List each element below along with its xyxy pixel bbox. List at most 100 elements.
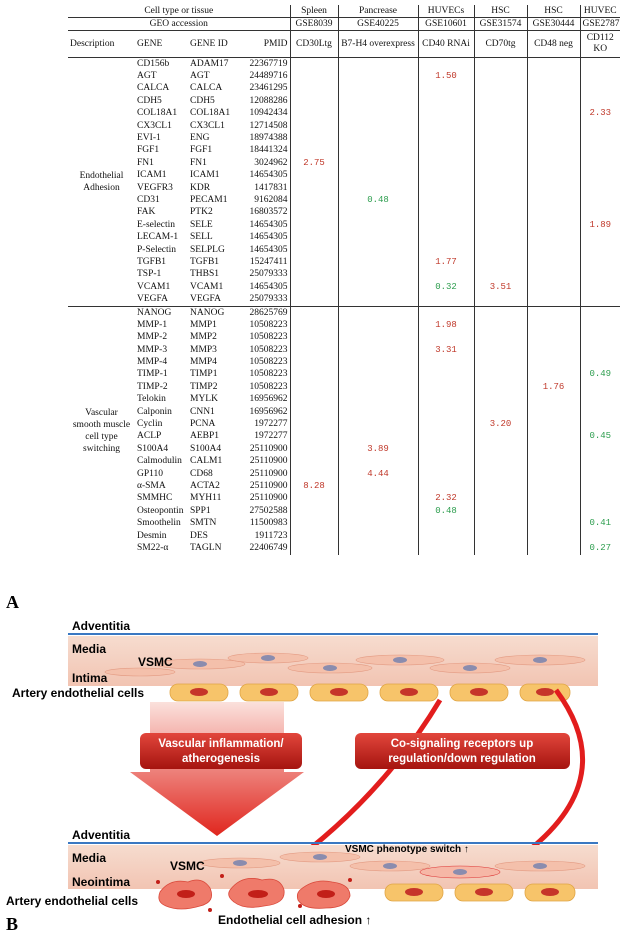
value-cell bbox=[579, 206, 620, 220]
header-cell: GENE bbox=[135, 30, 188, 58]
value-cell bbox=[337, 82, 418, 96]
gene-cell: CD68 bbox=[190, 468, 213, 479]
value-cell bbox=[337, 492, 418, 506]
gene-cell: DES bbox=[190, 530, 208, 541]
gene-cell: 23461295 bbox=[249, 83, 288, 94]
data-row: P-Selectin SELPLG 14654305 bbox=[68, 243, 620, 257]
gene-cell: MMP-1 bbox=[137, 319, 168, 330]
value-cell bbox=[417, 381, 474, 394]
value-cell bbox=[526, 467, 580, 481]
gene-cell: PTK2 bbox=[190, 207, 213, 218]
gene-cell: 12088286 bbox=[249, 95, 288, 106]
gene-cell: PCNA bbox=[190, 419, 216, 430]
data-row: E-selectin SELE 14654305 1.89 bbox=[68, 219, 620, 232]
value-cell: 1.89 bbox=[579, 219, 620, 232]
header-cell: GSE10601 bbox=[417, 17, 474, 31]
value-cell bbox=[579, 505, 620, 518]
value-cell bbox=[473, 443, 527, 456]
gene-cell: 14654305 bbox=[249, 244, 288, 255]
value-cell bbox=[337, 331, 418, 344]
gene-cell: 10508223 bbox=[249, 332, 288, 343]
gene-cell: VCAM1 bbox=[190, 281, 224, 292]
gene-cell: 1911723 bbox=[254, 530, 288, 541]
data-row: EVI-1 ENG 18974388 bbox=[68, 132, 620, 145]
vessel-top bbox=[68, 633, 598, 702]
value-cell bbox=[337, 256, 418, 269]
gene-cell: 16803572 bbox=[249, 207, 288, 218]
value-cell bbox=[526, 243, 580, 257]
value-cell: 3.51 bbox=[473, 281, 527, 294]
gene-cell: 16956962 bbox=[249, 406, 288, 417]
value-cell: 2.75 bbox=[289, 157, 338, 170]
value-cell bbox=[473, 206, 527, 220]
value-cell bbox=[526, 430, 580, 444]
gene-cell: CNN1 bbox=[190, 406, 215, 417]
gene-cell: S100A4 bbox=[190, 443, 222, 454]
value-cell: 4.44 bbox=[337, 467, 418, 481]
gene-cell: 25110900 bbox=[249, 468, 288, 479]
value-cell bbox=[289, 268, 338, 282]
gene-cell: 27502588 bbox=[249, 505, 288, 516]
gene-cell: 14654305 bbox=[249, 219, 288, 230]
value-cell bbox=[417, 305, 474, 320]
value-cell: 0.41 bbox=[579, 517, 620, 530]
value-cell bbox=[289, 181, 338, 195]
data-row: Desmin DES 1911723 bbox=[68, 529, 620, 543]
data-row: FGF1 FGF1 18441324 bbox=[68, 144, 620, 158]
gene-cell: 25110900 bbox=[249, 456, 288, 467]
value-cell bbox=[579, 319, 620, 332]
value-cell bbox=[337, 231, 418, 244]
header-cell: HUVECs bbox=[417, 5, 474, 18]
gene-cell: E-selectin bbox=[137, 219, 175, 230]
value-cell bbox=[579, 418, 620, 431]
data-row: Cyclin PCNA 1972277 3.20 bbox=[68, 418, 620, 431]
value-cell bbox=[417, 405, 474, 419]
value-cell bbox=[473, 132, 527, 145]
value-cell bbox=[473, 231, 527, 244]
value-cell bbox=[473, 57, 527, 71]
value-cell bbox=[526, 455, 580, 468]
gene-cell: KDR bbox=[190, 182, 211, 193]
value-cell bbox=[473, 319, 527, 332]
header-cell: GEO accession bbox=[68, 17, 290, 31]
gene-cell: 25110900 bbox=[249, 480, 288, 491]
value-cell bbox=[579, 157, 620, 170]
gene-cell: COL18A1 bbox=[137, 108, 178, 119]
value-cell bbox=[473, 243, 527, 257]
value-cell bbox=[526, 319, 580, 332]
value-cell bbox=[526, 281, 580, 294]
gene-cell: 10942434 bbox=[249, 108, 288, 119]
gene-cell: α-SMA bbox=[137, 480, 166, 491]
value-cell bbox=[289, 256, 338, 269]
value-cell bbox=[579, 480, 620, 493]
gene-cell: AGT bbox=[137, 71, 157, 82]
value-cell bbox=[473, 381, 527, 394]
cell-label: Artery endothelial cells bbox=[12, 686, 144, 700]
gene-cell: VEGFA bbox=[190, 294, 221, 305]
value-cell bbox=[289, 82, 338, 96]
value-cell bbox=[473, 70, 527, 83]
value-cell bbox=[526, 529, 580, 543]
value-cell: 0.27 bbox=[579, 542, 620, 555]
value-cell bbox=[337, 368, 418, 382]
value-cell bbox=[337, 119, 418, 133]
data-row: COL18A1 COL18A1 10942434 2.33 bbox=[68, 107, 620, 120]
value-cell bbox=[337, 480, 418, 493]
gene-cell: EVI-1 bbox=[137, 133, 161, 144]
value-cell bbox=[337, 405, 418, 419]
value-cell bbox=[526, 206, 580, 220]
header-cell: HSC bbox=[526, 5, 580, 18]
layer-label: Intima bbox=[72, 671, 108, 685]
gene-cell: 1417831 bbox=[254, 182, 288, 193]
data-row: SM22-α TAGLN 22406749 0.27 bbox=[68, 542, 620, 555]
data-row: TSP-1 THBS1 25079333 bbox=[68, 268, 620, 282]
header-cell: Cell type or tissue bbox=[68, 5, 290, 18]
value-cell bbox=[473, 256, 527, 269]
value-cell bbox=[417, 542, 474, 555]
value-cell bbox=[473, 95, 527, 108]
header-cell: GSE27871 bbox=[579, 17, 620, 31]
gene-cell: THBS1 bbox=[190, 269, 220, 280]
gene-cell: 25110900 bbox=[249, 493, 288, 504]
data-row: MMP-2 MMP2 10508223 bbox=[68, 331, 620, 344]
value-cell bbox=[473, 343, 527, 357]
